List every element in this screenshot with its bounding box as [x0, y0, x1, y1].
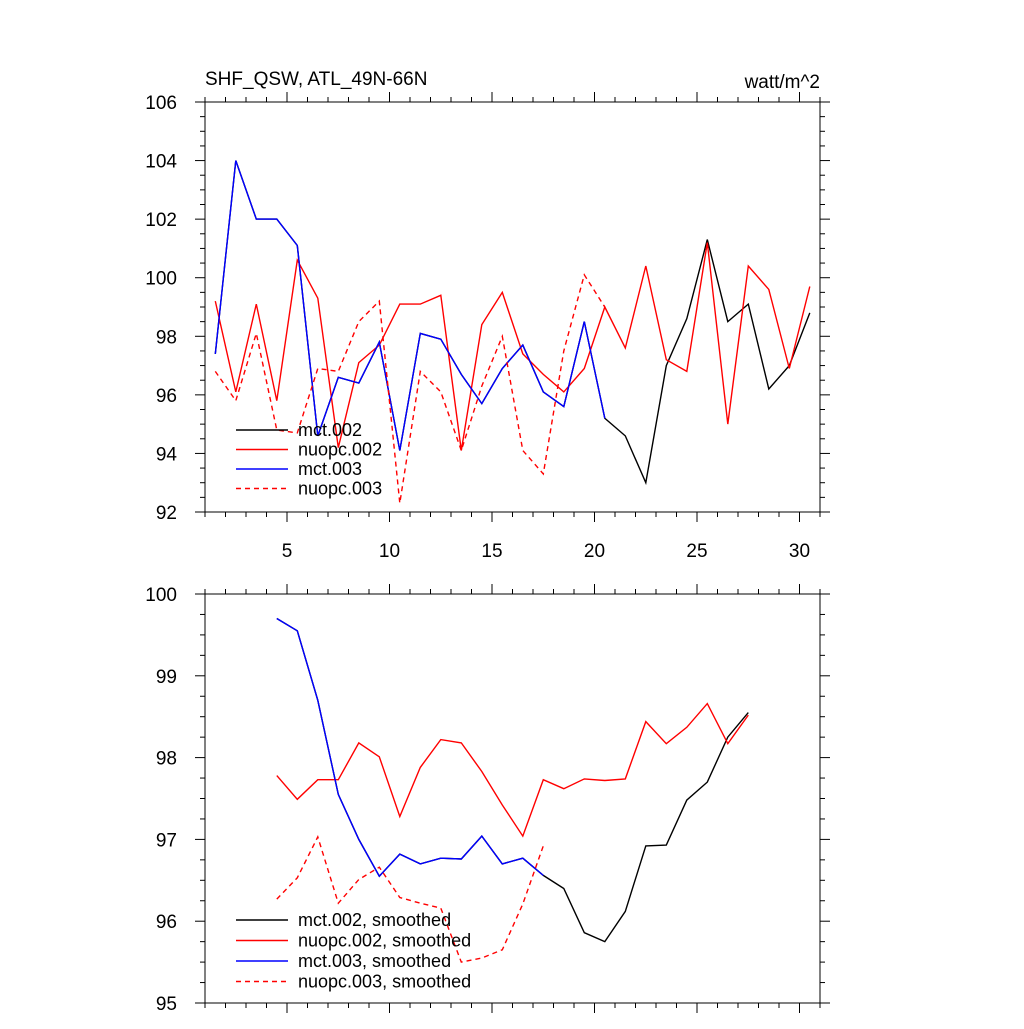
x-tick-label: 20: [584, 541, 605, 562]
y-tick-label: 95: [156, 994, 177, 1015]
chart-units: watt/m^2: [744, 72, 820, 93]
legend-label: mct.003: [298, 459, 362, 479]
x-tick-label: 25: [686, 541, 707, 562]
legend-label: nuopc.002, smoothed: [298, 931, 471, 951]
bottom-panel: 95 96 97 98 99 100 mct.002, smoothednuopc.002,…: [145, 584, 830, 1015]
y-tick-label: 100: [145, 585, 177, 606]
y-tick-label: 96: [156, 386, 177, 407]
series-line: [214, 160, 606, 451]
series-line: [276, 835, 544, 963]
legend-label: nuopc.003: [298, 479, 382, 499]
legend-label: mct.002, smoothed: [298, 910, 451, 930]
y-tick-label: 99: [156, 667, 177, 688]
y-tick-label: 97: [156, 830, 177, 851]
y-tick-label: 94: [156, 444, 178, 465]
y-tick-label: 92: [156, 503, 177, 524]
x-tick-label: 30: [789, 541, 810, 562]
y-tick-label: 104: [145, 152, 177, 173]
x-tick-label: 15: [481, 541, 502, 562]
x-tick-label: 10: [379, 541, 400, 562]
series-line: [276, 702, 749, 838]
series-line: [276, 617, 749, 943]
legend-label: mct.002: [298, 420, 362, 440]
y-tick-label: 98: [156, 327, 177, 348]
series-line: [276, 617, 544, 878]
y-tick-label: 102: [145, 210, 177, 231]
top-panel: 5 10 15 20 25 3092949698100102104106mct.002nu…: [145, 92, 830, 562]
x-tick-label: 5: [282, 541, 293, 562]
chart-title: SHF_QSW, ATL_49N-66N: [205, 69, 427, 90]
y-tick-label: 98: [156, 749, 177, 770]
y-tick-label: 106: [145, 93, 177, 114]
legend-label: nuopc.002: [298, 440, 382, 460]
y-tick-label: 100: [145, 269, 177, 290]
y-tick-label: 96: [156, 912, 177, 933]
legend-label: mct.003, smoothed: [298, 951, 451, 971]
series-line: [214, 242, 811, 451]
legend-label: nuopc.003, smoothed: [298, 972, 471, 992]
